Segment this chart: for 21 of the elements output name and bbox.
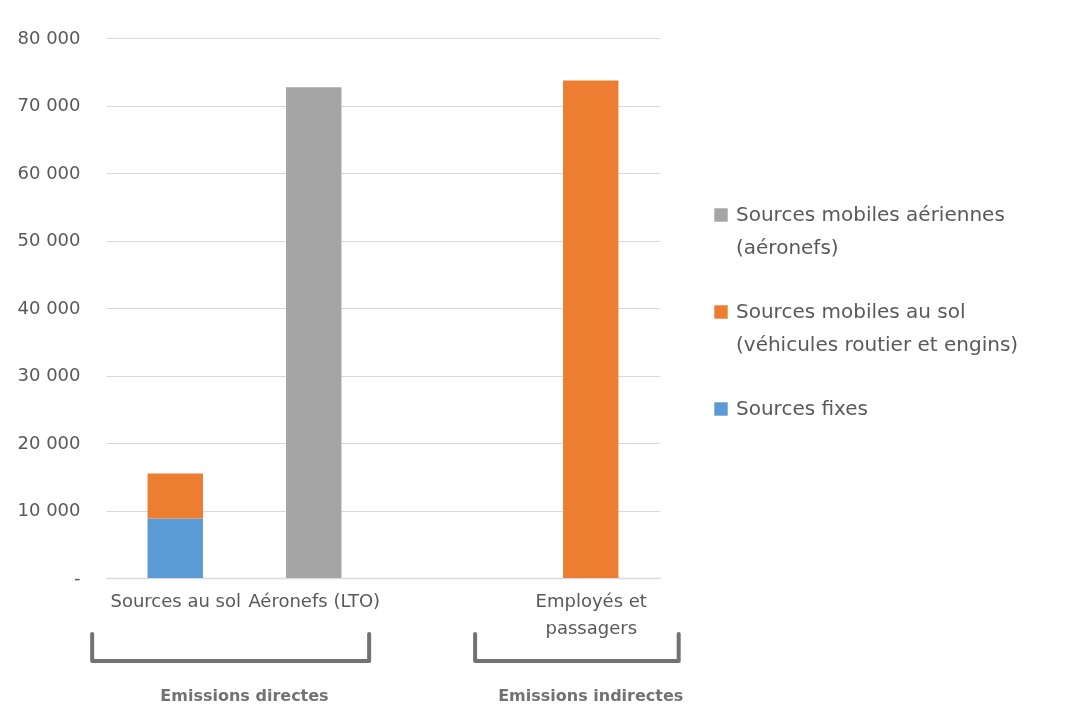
text: Emissions directes (160, 686, 329, 705)
y-tick-label: 10 000 (17, 499, 81, 520)
x-tick-label: Aéronefs (LTO) (248, 589, 381, 611)
bar (147, 473, 203, 519)
bar (563, 80, 619, 578)
y-tick-label: 80 000 (17, 26, 81, 48)
y-tick-label: 40 000 (17, 296, 81, 318)
legend-label: Sources fixes (736, 395, 869, 420)
x-tick-label: Employés et passagers (535, 589, 647, 638)
legend-label: Sources mobiles aériennes (aéronefs) (736, 201, 1005, 259)
bar (286, 87, 342, 578)
bar (147, 518, 203, 578)
x-tick-label: Sources au sol (110, 589, 241, 611)
y-tick-label: 20 000 (17, 431, 81, 453)
text: Emissions indirectes (498, 686, 684, 705)
legend-label: Sources mobiles au sol (véhicules routier et engins) (736, 298, 1019, 356)
y-tick-label: 70 000 (17, 94, 81, 115)
y-tick-label: 60 000 (17, 161, 81, 183)
y-tick-label: 30 000 (17, 364, 81, 385)
y-tick-label: - (74, 566, 81, 588)
y-tick-label: 50 000 (17, 229, 81, 250)
